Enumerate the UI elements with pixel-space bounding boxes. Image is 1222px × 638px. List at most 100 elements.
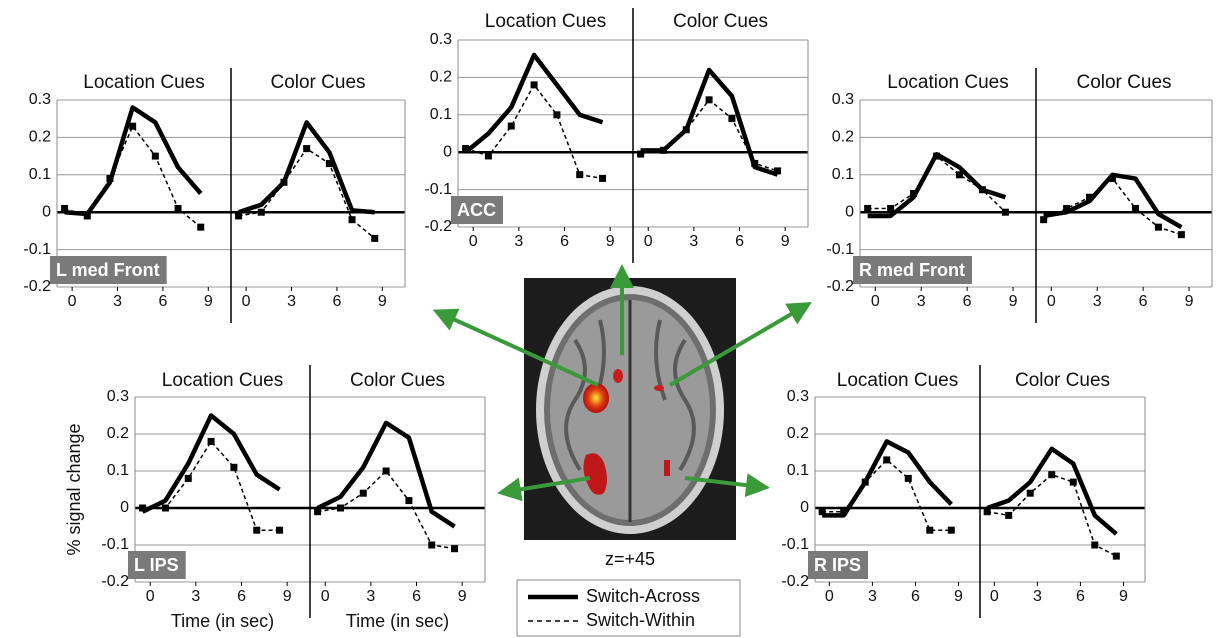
series-line xyxy=(142,440,280,531)
series-line xyxy=(986,446,1118,536)
marker xyxy=(947,526,955,534)
marker xyxy=(174,204,182,212)
marker xyxy=(1063,204,1071,212)
marker xyxy=(184,474,192,482)
x-tick-label: 0 xyxy=(825,588,834,605)
x-tick-label: 3 xyxy=(868,588,877,605)
region-label-text: ACC xyxy=(457,200,496,220)
x-tick-label: 3 xyxy=(1093,293,1102,310)
x-tick-label: 6 xyxy=(735,233,744,250)
marker xyxy=(864,204,872,212)
x-tick-label: 6 xyxy=(158,293,167,310)
x-tick-label: 9 xyxy=(1009,293,1018,310)
x-tick-label: 9 xyxy=(954,588,963,605)
x-tick-label: 0 xyxy=(68,293,77,310)
x-tick-label: 6 xyxy=(911,588,920,605)
x-tick-label: 3 xyxy=(366,588,375,605)
series-line xyxy=(316,420,456,529)
x-tick-label: 6 xyxy=(1076,588,1085,605)
y-tick-label: 0.1 xyxy=(430,106,452,123)
marker xyxy=(507,122,515,130)
region-label: R IPS xyxy=(808,551,869,579)
y-axis-label: % signal change xyxy=(64,423,84,555)
marker xyxy=(235,212,243,220)
marker xyxy=(840,508,848,516)
marker xyxy=(1040,216,1048,224)
marker xyxy=(1026,489,1034,497)
x-tick-label: 3 xyxy=(287,293,296,310)
subplot-title: Color Cues xyxy=(1015,370,1110,391)
marker xyxy=(818,508,826,516)
marker xyxy=(484,152,492,160)
marker xyxy=(904,474,912,482)
y-tick-label: 0 xyxy=(42,203,51,220)
y-tick-label: 0 xyxy=(800,499,809,516)
x-tick-label: 9 xyxy=(1185,293,1194,310)
marker xyxy=(348,216,356,224)
x-tick-label: 0 xyxy=(990,588,999,605)
legend-box xyxy=(516,579,741,637)
legend-label: Switch-Within xyxy=(586,610,695,630)
marker xyxy=(336,504,344,512)
x-axis-label: Time (in sec) xyxy=(171,611,274,631)
x-tick-label: 0 xyxy=(146,588,155,605)
region-label: L med Front xyxy=(50,256,167,284)
y-tick-label: -0.2 xyxy=(826,278,854,295)
series-line xyxy=(464,52,604,154)
region-label-box xyxy=(853,256,972,284)
marker xyxy=(599,174,607,182)
x-tick-label: 6 xyxy=(963,293,972,310)
legend-label: Switch-Across xyxy=(586,586,700,606)
marker xyxy=(983,508,991,516)
x-tick-label: 0 xyxy=(469,233,478,250)
marker xyxy=(1086,193,1094,201)
series-line xyxy=(640,67,779,177)
y-tick-label: 0.2 xyxy=(107,425,129,442)
subplot-title: Color Cues xyxy=(270,72,365,93)
x-tick-label: 6 xyxy=(237,588,246,605)
caption: z=+45 xyxy=(605,549,655,569)
marker xyxy=(129,122,137,130)
marker xyxy=(371,234,379,242)
brain-image xyxy=(524,278,736,540)
x-tick-label: 6 xyxy=(332,293,341,310)
marker xyxy=(883,456,891,464)
marker xyxy=(61,204,69,212)
marker xyxy=(978,186,986,194)
marker xyxy=(774,167,782,175)
series-line xyxy=(141,413,281,514)
y-tick-label: -0.1 xyxy=(781,536,809,553)
subplot-title: Color Cues xyxy=(1076,72,1171,93)
marker xyxy=(1001,208,1009,216)
marker xyxy=(253,526,261,534)
arrows xyxy=(432,264,812,502)
series-line xyxy=(867,155,1006,213)
y-tick-label: 0.2 xyxy=(832,129,854,146)
marker xyxy=(659,146,667,154)
y-tick-label: 0.1 xyxy=(787,462,809,479)
x-tick-label: 9 xyxy=(378,293,387,310)
y-tick-label: 0.1 xyxy=(832,166,854,183)
marker xyxy=(382,467,390,475)
marker xyxy=(530,81,538,89)
region-label: ACC xyxy=(451,196,503,224)
x-tick-label: 9 xyxy=(204,293,213,310)
subplot-title: Location Cues xyxy=(887,72,1008,93)
marker xyxy=(1091,541,1099,549)
marker xyxy=(637,150,645,158)
marker xyxy=(576,171,584,179)
x-tick-label: 0 xyxy=(644,233,653,250)
marker xyxy=(728,115,736,123)
subplot-title: Color Cues xyxy=(673,11,768,32)
y-tick-label: 0.3 xyxy=(832,91,854,108)
subplot-title: Location Cues xyxy=(162,370,283,391)
x-tick-label: 6 xyxy=(1139,293,1148,310)
y-tick-label: 0 xyxy=(845,203,854,220)
marker xyxy=(359,489,367,497)
y-tick-label: 0.2 xyxy=(430,69,452,86)
region-label: R med Front xyxy=(853,256,972,284)
series-line xyxy=(465,84,603,180)
subplot-title: Color Cues xyxy=(350,370,445,391)
marker xyxy=(161,504,169,512)
